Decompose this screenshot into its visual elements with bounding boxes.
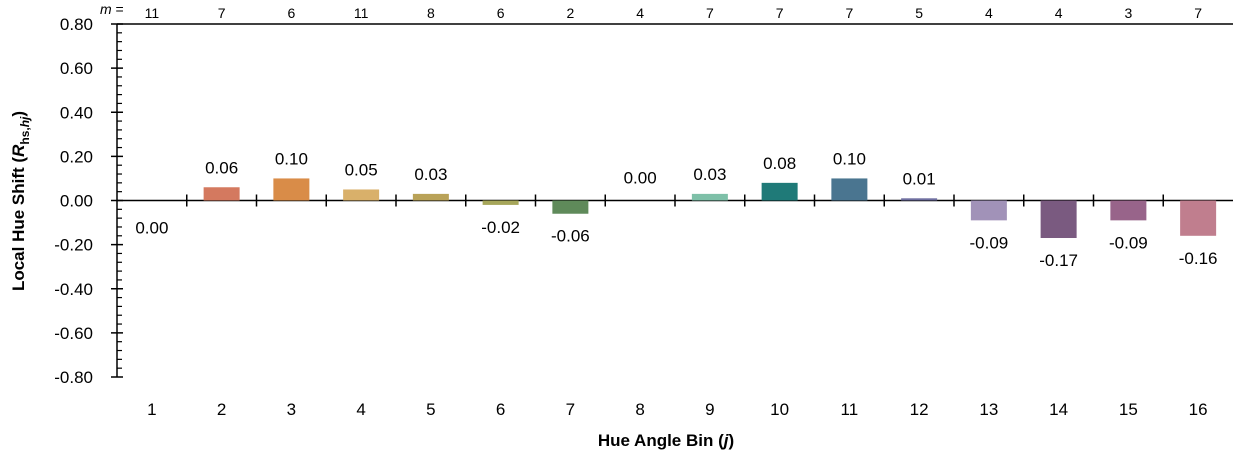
bar-value-label: -0.09	[1109, 233, 1148, 252]
bar	[1040, 200, 1077, 239]
x-tick-label: 3	[287, 400, 296, 419]
bar-value-label: 0.00	[135, 219, 168, 238]
sample-count-label: 7	[706, 5, 714, 21]
bar	[482, 200, 519, 205]
y-tick-label: 0.80	[60, 15, 93, 34]
y-axis-title-sub: hs,	[18, 127, 32, 144]
x-tick-label: 13	[979, 400, 998, 419]
y-tick-label: 0.20	[60, 147, 93, 166]
x-tick-label: 2	[217, 400, 226, 419]
sample-count-label: 6	[497, 5, 505, 21]
x-tick-label: 5	[426, 400, 435, 419]
x-tick-label: 4	[356, 400, 365, 419]
y-tick-label: -0.80	[54, 368, 93, 387]
bar-value-label: -0.17	[1039, 251, 1078, 270]
bar	[1180, 200, 1217, 236]
bar	[203, 187, 240, 201]
x-tick-label: 15	[1119, 400, 1138, 419]
bar-value-label: 0.10	[833, 149, 866, 168]
sample-count-label: 7	[845, 5, 853, 21]
x-axis-title-close: )	[729, 431, 735, 450]
bar-value-label: 0.10	[275, 149, 308, 168]
sample-count-label: 4	[985, 5, 993, 21]
bar-value-label: 0.00	[624, 169, 657, 188]
x-tick-label: 7	[566, 400, 575, 419]
bar	[901, 198, 938, 201]
x-tick-label: 1	[147, 400, 156, 419]
bar	[1110, 200, 1147, 221]
y-axis-title-close: )	[9, 111, 28, 117]
x-axis-title-text: Hue Angle Bin (	[598, 431, 724, 450]
bar	[831, 178, 868, 201]
bar	[691, 193, 728, 201]
sample-count-label: 5	[915, 5, 923, 21]
x-tick-label: 16	[1189, 400, 1208, 419]
x-tick-label: 9	[705, 400, 714, 419]
bar	[970, 200, 1007, 221]
bar-value-label: 0.03	[693, 165, 726, 184]
y-tick-label: 0.60	[60, 59, 93, 78]
sample-count-label: 7	[776, 5, 784, 21]
sample-count-label: 3	[1124, 5, 1132, 21]
bar	[412, 193, 449, 201]
sample-count-label: 8	[427, 5, 435, 21]
sample-count-prefix-eq: =	[112, 1, 124, 17]
x-tick-label: 12	[910, 400, 929, 419]
bar-value-label: 0.05	[345, 160, 378, 179]
sample-count-label: 11	[145, 5, 160, 21]
plot-area: 0.80 0.60 0.40 0.20 0.00 -0.20 -0.40 -0.60 -0.80…	[54, 5, 1233, 419]
bar-value-label: -0.09	[970, 233, 1009, 252]
bar-value-label: -0.02	[481, 218, 520, 237]
bar-value-label: -0.16	[1179, 249, 1218, 268]
sample-count-label: 7	[1194, 5, 1202, 21]
sample-count-label: 4	[636, 5, 644, 21]
x-tick-label: 11	[841, 400, 859, 419]
bar-value-label: 0.03	[414, 165, 447, 184]
x-axis-title: Hue Angle Bin (j)	[598, 431, 734, 450]
sample-count-label: 4	[1055, 5, 1063, 21]
x-tick-label: 10	[770, 400, 789, 419]
y-axis-title-sub-var: hj	[18, 116, 32, 127]
sample-count-label: 6	[287, 5, 295, 21]
x-tick-label: 8	[635, 400, 644, 419]
x-axis-title-var: j	[722, 431, 730, 450]
sample-count-label: 11	[354, 5, 369, 21]
sample-count-prefix-var: m	[100, 1, 112, 17]
bar	[343, 189, 380, 201]
sample-count-label: 7	[218, 5, 226, 21]
y-tick-label: -0.60	[54, 324, 93, 343]
y-axis-title: Local Hue Shift (Rhs,hj)	[9, 111, 32, 291]
y-tick-label: -0.20	[54, 236, 93, 255]
sample-count-prefix: m =	[100, 1, 124, 17]
bar	[761, 182, 798, 201]
bar	[273, 178, 310, 201]
y-axis-title-var: R	[9, 144, 28, 157]
bar-value-label: -0.06	[551, 227, 590, 246]
x-tick-label: 14	[1049, 400, 1068, 419]
bar-value-label: 0.08	[763, 154, 796, 173]
y-tick-label: 0.40	[60, 103, 93, 122]
y-axis-title-text: Local Hue Shift (	[9, 157, 28, 291]
x-tick-label: 6	[496, 400, 505, 419]
bar	[552, 200, 589, 214]
sample-count-label: 2	[566, 5, 574, 21]
y-tick-label: 0.00	[60, 192, 93, 211]
y-tick-label: -0.40	[54, 280, 93, 299]
bar-value-label: 0.01	[903, 169, 936, 188]
bar-value-label: 0.06	[205, 158, 238, 177]
